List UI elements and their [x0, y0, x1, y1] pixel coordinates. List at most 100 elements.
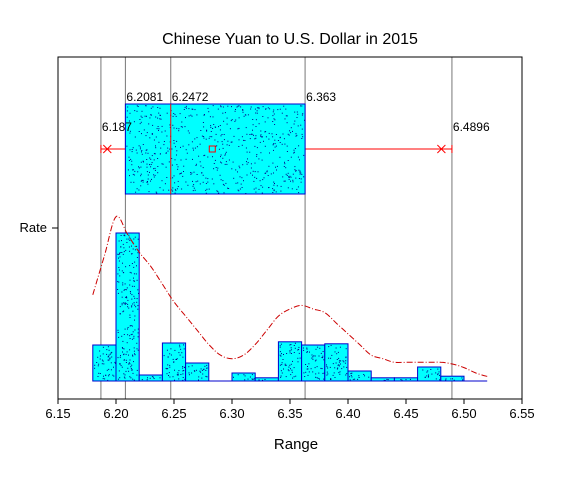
box-texture	[240, 106, 242, 108]
box-stat-label: 6.4896	[453, 120, 490, 134]
box-texture	[141, 179, 143, 181]
histogram-bar-texture	[297, 361, 299, 363]
box-texture	[196, 114, 198, 116]
histogram-bar-texture	[180, 374, 182, 375]
box-texture	[161, 125, 163, 127]
box-texture	[261, 136, 263, 138]
histogram-bar-texture	[110, 369, 112, 371]
box-texture	[176, 150, 178, 152]
box-texture	[130, 181, 132, 183]
box-texture	[228, 144, 230, 146]
box-texture	[290, 127, 292, 129]
histogram-bar-texture	[428, 375, 429, 377]
box-texture	[184, 106, 186, 108]
box-texture	[228, 188, 230, 189]
box-texture	[285, 108, 287, 110]
histogram-bar-texture	[94, 364, 96, 366]
box-texture	[171, 148, 173, 150]
box-texture	[245, 193, 247, 194]
box-texture	[206, 188, 208, 190]
box-texture	[163, 141, 165, 142]
histogram-bar-texture	[279, 351, 281, 353]
histogram-bar-texture	[315, 348, 317, 350]
box-texture	[192, 180, 193, 182]
histogram-bar-texture	[98, 363, 100, 365]
histogram-bar-texture	[168, 372, 170, 374]
histogram-bar-texture	[121, 240, 122, 242]
box-texture	[243, 115, 245, 117]
histogram-bar-texture	[97, 376, 99, 377]
histogram-bar-texture	[290, 374, 292, 376]
box-texture	[268, 138, 270, 140]
box-texture	[242, 109, 244, 110]
histogram-bar-texture	[111, 356, 113, 358]
histogram-bar-texture	[435, 372, 437, 374]
box-texture	[185, 105, 187, 107]
histogram-bar-texture	[125, 353, 127, 355]
box-texture	[222, 112, 224, 114]
box-texture	[224, 154, 226, 156]
box-texture	[185, 158, 187, 160]
box-texture	[173, 113, 175, 114]
box-texture	[146, 163, 148, 165]
box-texture	[206, 130, 208, 132]
box-texture	[139, 146, 141, 148]
box-texture	[232, 161, 234, 163]
histogram-bar-texture	[326, 364, 327, 366]
histogram-bar-texture	[306, 348, 308, 350]
box-texture	[301, 105, 303, 107]
box-texture	[212, 105, 214, 107]
histogram-bar-texture	[339, 346, 341, 348]
histogram-bar-texture	[332, 374, 334, 376]
histogram-bar-texture	[184, 366, 186, 368]
histogram-bar-texture	[132, 354, 133, 356]
box-texture	[153, 139, 155, 141]
box-texture	[222, 106, 224, 108]
box-texture	[264, 131, 266, 133]
box-texture	[140, 166, 142, 168]
box-texture	[238, 117, 240, 119]
histogram-bar-texture	[174, 349, 176, 351]
box-texture	[256, 110, 258, 112]
histogram-bar-texture	[297, 349, 299, 351]
box-texture	[185, 149, 187, 151]
histogram-bar-texture	[170, 354, 172, 356]
box-texture	[207, 181, 209, 183]
histogram-bar-texture	[133, 335, 135, 337]
histogram-bar-texture	[123, 334, 125, 335]
box-texture	[195, 181, 197, 183]
histogram-bar-texture	[129, 291, 131, 292]
box-texture	[201, 172, 203, 174]
box-texture	[273, 172, 274, 174]
box-texture	[208, 188, 210, 190]
histogram-bar-texture	[122, 282, 124, 284]
histogram-bar-texture	[119, 252, 121, 253]
box-texture	[301, 128, 303, 130]
histogram-bar-texture	[322, 351, 324, 352]
histogram-bar-texture	[137, 332, 139, 334]
histogram-bar-texture	[329, 366, 331, 368]
box-texture	[295, 133, 297, 135]
box-texture	[273, 118, 275, 120]
box-texture	[176, 127, 178, 129]
box-texture	[246, 174, 248, 176]
box-texture	[249, 134, 251, 135]
histogram-bar-texture	[286, 353, 288, 354]
histogram-bar	[301, 344, 326, 382]
box-texture	[210, 126, 212, 128]
box-texture	[179, 113, 181, 115]
histogram-bar-texture	[249, 376, 251, 378]
histogram-bar-texture	[280, 370, 282, 372]
box-texture	[219, 129, 221, 131]
histogram-bar-texture	[183, 370, 185, 371]
box-texture	[140, 115, 142, 117]
histogram-bar-texture	[117, 378, 119, 380]
box-texture	[286, 115, 288, 117]
box-texture	[258, 107, 260, 109]
histogram-bars	[92, 232, 488, 382]
histogram-bar-texture	[103, 363, 105, 365]
box-texture	[166, 177, 168, 178]
box-texture	[175, 115, 177, 117]
histogram-bar-texture	[138, 292, 139, 294]
histogram-bar-texture	[131, 325, 133, 327]
